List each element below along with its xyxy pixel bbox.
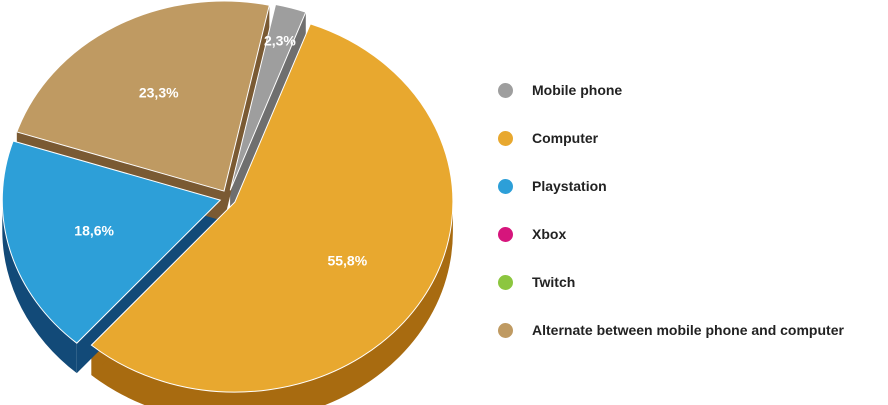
legend-item-computer: Computer — [498, 126, 844, 150]
pie-side-playstation — [2, 200, 77, 374]
legend-swatch-computer — [498, 130, 513, 146]
legend-swatch-playstation — [498, 178, 513, 194]
legend-item-playstation: Playstation — [498, 174, 844, 198]
legend-swatch-twitch — [498, 274, 513, 290]
legend-item-mobile-phone: Mobile phone — [498, 78, 844, 102]
legend-label-computer: Computer — [532, 130, 599, 146]
legend-item-twitch: Twitch — [498, 270, 844, 294]
pie-slice-playstation — [1, 140, 222, 344]
chart-legend: Mobile phone Computer Playstation Xbox T… — [498, 78, 844, 366]
pie-label-alternate-between-mobile-phone-and-computer: 23,3% — [139, 84, 179, 100]
legend-label-twitch: Twitch — [532, 274, 576, 290]
pie-label-mobile-phone: 2,3% — [264, 33, 296, 49]
pie-slices — [1, 0, 454, 393]
legend-label-alternate: Alternate between mobile phone and compu… — [532, 322, 844, 338]
legend-swatch-alternate — [498, 322, 513, 338]
pie-cut-alternate-between-mobile-phone-and-computer — [224, 5, 270, 222]
legend-swatch-mobile-phone — [498, 82, 513, 98]
pie-slice-alternate-between-mobile-phone-and-computer — [16, 0, 270, 192]
legend-label-xbox: Xbox — [532, 226, 567, 242]
pie-labels: 2,3% 55,8% 18,6% 23,3% — [74, 33, 367, 269]
legend-item-alternate: Alternate between mobile phone and compu… — [498, 318, 844, 342]
pie-label-computer: 55,8% — [327, 252, 367, 268]
legend-swatch-xbox — [498, 226, 513, 242]
legend-label-playstation: Playstation — [532, 178, 607, 194]
pie-slice-computer — [90, 23, 454, 393]
pie-label-playstation: 18,6% — [74, 222, 114, 238]
pie-side-computer — [91, 202, 453, 405]
legend-label-mobile-phone: Mobile phone — [532, 82, 623, 98]
legend-item-xbox: Xbox — [498, 222, 844, 246]
pie-slice-mobile-phone — [229, 3, 307, 191]
